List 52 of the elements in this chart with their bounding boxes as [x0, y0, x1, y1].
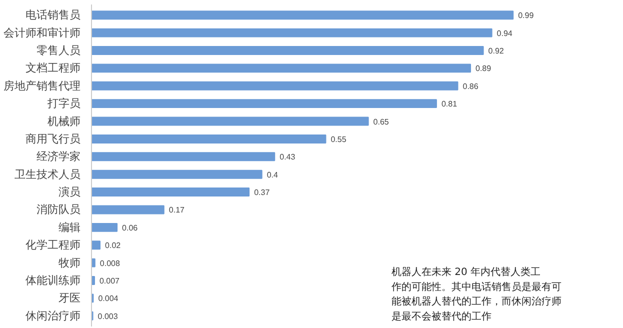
y-tick-label: 牧师 [58, 256, 80, 270]
bar [92, 222, 118, 232]
data-label: 0.81 [441, 100, 458, 109]
data-label: 0.55 [330, 134, 347, 144]
data-label: 0.94 [496, 28, 513, 38]
y-tick-label: 机械师 [48, 114, 80, 128]
y-tick-label: 文档工程师 [26, 62, 80, 75]
y-tick-label: 零售人员 [36, 44, 80, 57]
bar [92, 188, 250, 197]
data-label: 0.003 [98, 312, 118, 321]
data-label: 0.02 [105, 241, 122, 250]
bar [92, 134, 326, 144]
data-label: 0.17 [168, 206, 186, 215]
y-tick-label: 演员 [58, 186, 80, 199]
bar [92, 240, 101, 250]
y-tick-label: 经济学家 [36, 150, 80, 164]
y-tick-label: 电话销售员 [26, 8, 80, 22]
data-label: 0.99 [518, 11, 534, 20]
bar [92, 81, 458, 90]
bar [92, 258, 96, 268]
y-tick-label: 化学工程师 [26, 238, 80, 252]
y-tick-label: 消防队员 [36, 203, 80, 216]
bar [92, 10, 514, 20]
bar [92, 46, 484, 55]
bar [92, 28, 492, 38]
y-tick-label: 休闲治疗师 [26, 309, 80, 322]
bar [92, 152, 276, 162]
data-label: 0.92 [488, 46, 504, 56]
data-label: 0.06 [122, 223, 138, 232]
y-tick-label: 卫生技术人员 [14, 168, 80, 181]
bar [92, 99, 437, 108]
bar [92, 170, 262, 179]
y-tick-label: 商用飞行员 [26, 132, 80, 146]
annotation: 机器人在未来 20 年内代替人类工作的可能性。其中电话销售员是最有可能被机器人替代的工作，而休闲治疗师是最不会被替代的工作 [390, 266, 562, 322]
data-label: 0.37 [254, 188, 270, 198]
data-label: 0.008 [100, 258, 120, 268]
y-tick-label: 牙医 [58, 292, 80, 305]
data-label: 0.4 [266, 170, 279, 180]
y-tick-label: 会计师和审计师 [4, 26, 80, 40]
y-tick-label: 编辑 [58, 220, 80, 234]
data-label: 0.43 [280, 152, 296, 162]
y-tick-label: 房地产销售代理 [4, 79, 80, 92]
y-tick-label: 打字员 [46, 97, 80, 110]
y-tick-label: 体能训练师 [26, 274, 80, 287]
data-label: 0.65 [373, 117, 390, 126]
data-label: 0.86 [462, 82, 479, 91]
data-label: 0.89 [476, 64, 492, 74]
bar [92, 205, 164, 214]
bar [92, 116, 369, 126]
data-label: 0.007 [99, 276, 120, 286]
bar [92, 64, 472, 73]
data-label: 0.004 [98, 294, 119, 304]
